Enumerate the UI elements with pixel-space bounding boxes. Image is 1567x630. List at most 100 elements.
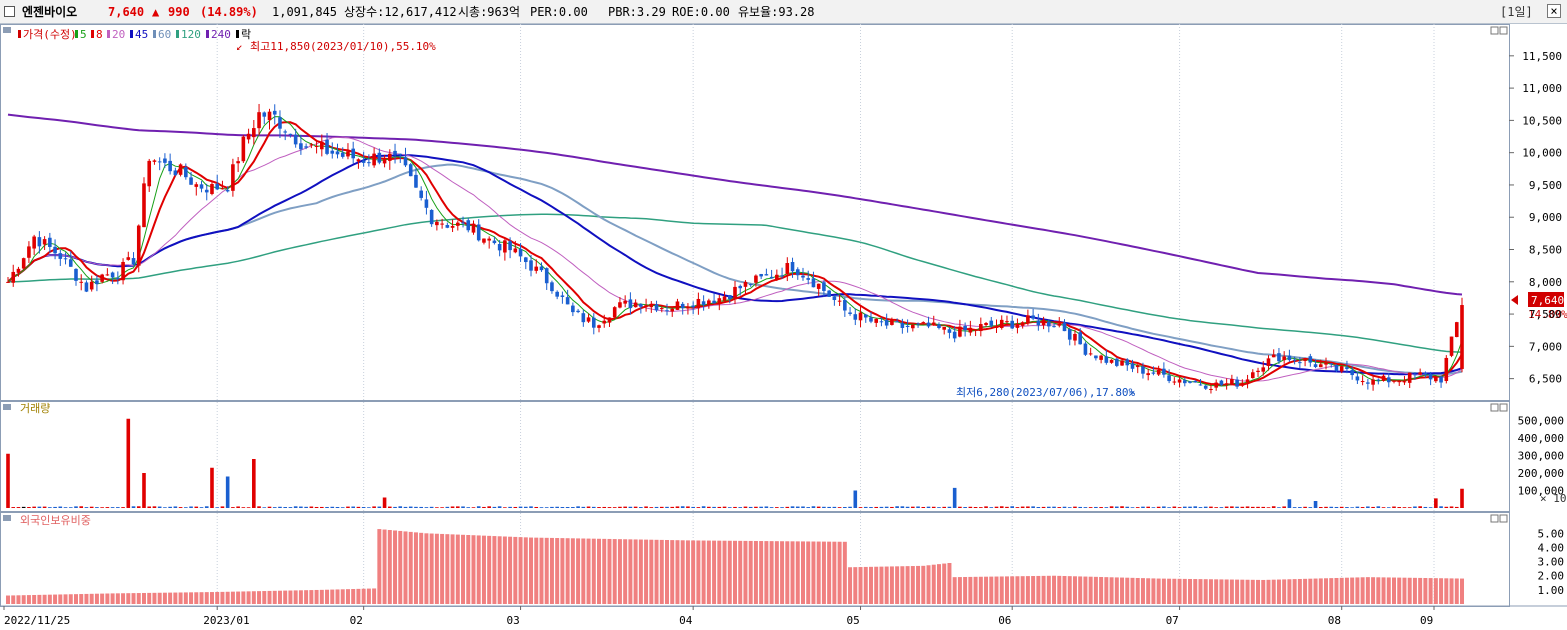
volume-unit-label: × 10 xyxy=(1540,492,1567,505)
volume-bar xyxy=(252,459,256,508)
volume-bar xyxy=(1345,507,1349,508)
candle-body xyxy=(680,303,685,309)
candle-body xyxy=(184,167,188,178)
candle-body xyxy=(147,160,152,187)
candle-body xyxy=(1115,358,1119,366)
volume-bar xyxy=(1423,506,1428,508)
volume-bar xyxy=(168,506,172,508)
volume-bar xyxy=(916,506,920,508)
volume-bar xyxy=(1308,507,1313,508)
candle-body xyxy=(1151,372,1156,374)
volume-bar xyxy=(1240,506,1245,508)
foreign-ratio-bar xyxy=(126,593,131,604)
candle-body xyxy=(429,209,434,225)
candle-body xyxy=(811,278,816,288)
volume-bar xyxy=(1130,507,1135,508)
foreign-ratio-bar xyxy=(644,539,649,604)
volume-bar xyxy=(1230,506,1234,508)
volume-bar xyxy=(1413,506,1417,508)
foreign-ratio-bar xyxy=(738,540,743,604)
foreign-ratio-bar xyxy=(984,576,989,604)
foreign-ratio-bar xyxy=(868,566,873,604)
candle-body xyxy=(958,326,962,337)
panel-menu-icon xyxy=(3,404,11,410)
panel-frame-0 xyxy=(0,24,1510,401)
volume-bar xyxy=(942,506,947,508)
candle-body xyxy=(571,305,575,313)
volume-bar xyxy=(126,418,131,508)
volume-bar xyxy=(1010,506,1015,508)
volume-bar xyxy=(37,506,42,508)
select-checkbox[interactable] xyxy=(4,6,15,17)
candle-body xyxy=(534,266,539,271)
candle-body xyxy=(984,323,988,326)
candle-body xyxy=(189,177,193,185)
candle-body xyxy=(748,284,753,286)
foreign-ratio-bar xyxy=(157,592,162,604)
foreign-ratio-bar xyxy=(701,540,706,604)
foreign-ratio-bar xyxy=(1151,578,1156,604)
candle-body xyxy=(121,261,125,281)
volume-bar xyxy=(733,506,737,508)
volume-bar xyxy=(1099,507,1103,508)
foreign-ratio-bar xyxy=(100,593,105,604)
candle-body xyxy=(1172,381,1177,383)
candle-body xyxy=(84,282,89,292)
stock-chart[interactable]: 가격(수정) 5 8 20 45 60 120 240 락 최고11,850(2023/01/1… xyxy=(0,24,1567,630)
volume-bar xyxy=(550,506,554,508)
foreign-ratio-bar xyxy=(706,540,711,604)
foreign-ratio-bar xyxy=(403,531,408,604)
foreign-ratio-bar xyxy=(884,566,889,604)
foreign-ratio-bar xyxy=(1355,577,1360,604)
foreign-ratio-bar xyxy=(476,535,481,604)
candle-body xyxy=(937,324,941,328)
volume-bar xyxy=(100,507,104,508)
volume-bar xyxy=(523,506,528,508)
foreign-ratio-bar xyxy=(304,590,309,604)
volume-bar xyxy=(686,506,690,508)
volume-bar xyxy=(210,467,214,508)
volume-bar xyxy=(649,507,654,508)
date-tick-label: 2023/01 xyxy=(203,614,249,627)
candle-body xyxy=(597,325,601,328)
candle-body xyxy=(801,275,805,278)
volume-bar xyxy=(680,506,685,508)
candle-body xyxy=(1261,367,1266,372)
volume-bar xyxy=(267,506,272,508)
candle-body xyxy=(863,314,868,318)
legend-swatch xyxy=(130,30,133,38)
volume-bar xyxy=(973,507,978,508)
candle-body xyxy=(1188,381,1192,383)
foreign-ratio-bar xyxy=(675,540,680,604)
candle-body xyxy=(6,281,10,283)
volume-bar xyxy=(388,506,392,508)
candle-body xyxy=(795,269,800,276)
foreign-ratio-bar xyxy=(429,533,434,604)
volume-bar xyxy=(869,507,873,508)
volume-bar xyxy=(361,507,366,508)
candle-body xyxy=(1428,373,1433,380)
foreign-ratio-bar xyxy=(508,536,513,604)
foreign-ratio-bar xyxy=(481,535,486,604)
foreign-ratio-bar xyxy=(617,539,622,604)
candle-body xyxy=(1052,326,1056,328)
candle-body xyxy=(1350,370,1354,376)
candle-body xyxy=(1078,332,1082,345)
volume-bar xyxy=(518,506,523,508)
close-icon[interactable]: × xyxy=(1547,4,1561,18)
volume-bar xyxy=(785,506,790,508)
volume-bar xyxy=(665,506,669,508)
legend-item: 120 xyxy=(181,28,201,41)
candle-body xyxy=(455,222,460,226)
volume-bar xyxy=(1339,506,1344,508)
foreign-ratio-bar xyxy=(790,541,795,604)
foreign-ratio-bar xyxy=(1334,577,1339,604)
candle-body xyxy=(1031,315,1035,319)
legend-swatch xyxy=(153,30,156,38)
candle-body xyxy=(895,321,899,323)
volume-bar xyxy=(1057,507,1062,508)
candle-body xyxy=(1109,359,1114,363)
volume-bar xyxy=(497,506,502,508)
period-selector[interactable]: [1일] xyxy=(1500,5,1533,19)
foreign-ratio-bar xyxy=(183,592,188,604)
